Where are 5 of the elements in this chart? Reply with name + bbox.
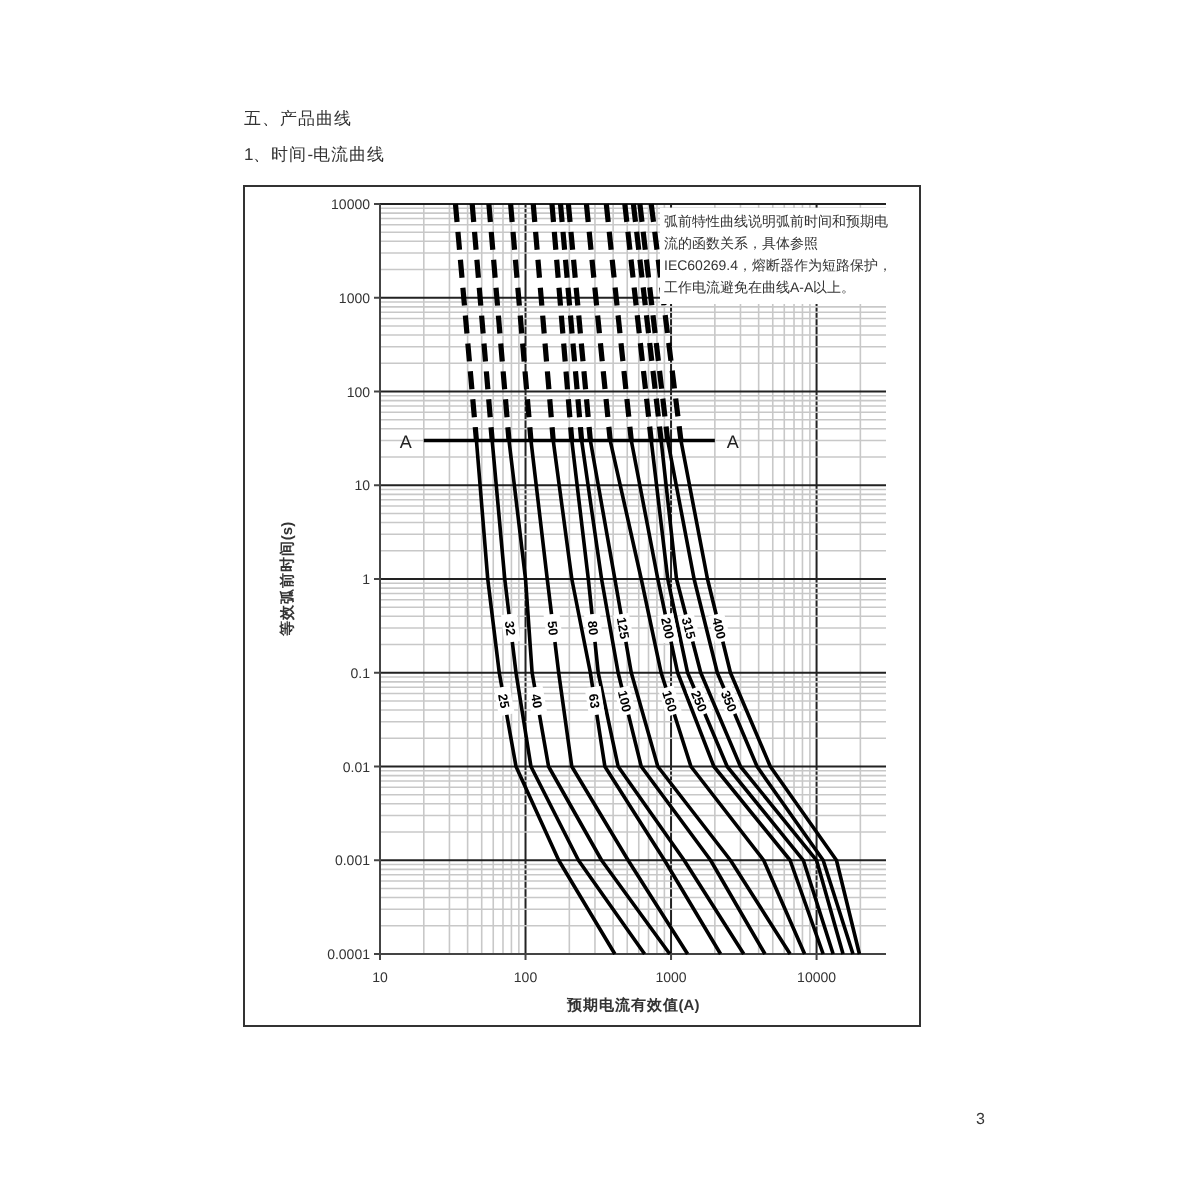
chart-subtitle: 1、时间-电流曲线 xyxy=(244,144,386,164)
annotation: A xyxy=(399,431,412,452)
chart-title: 五、产品曲线 xyxy=(244,108,352,128)
text: 3 xyxy=(976,1110,986,1128)
annotation: A xyxy=(726,431,739,452)
